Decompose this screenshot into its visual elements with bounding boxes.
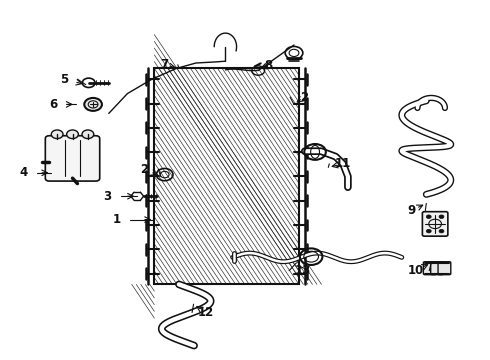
Circle shape [426,215,431,219]
Circle shape [439,229,444,233]
Text: 3: 3 [103,190,111,203]
FancyBboxPatch shape [422,212,448,236]
FancyBboxPatch shape [45,136,100,181]
Circle shape [82,130,94,139]
Circle shape [51,130,63,139]
FancyBboxPatch shape [423,262,436,275]
Text: 1: 1 [113,213,121,226]
Text: 4: 4 [20,166,27,179]
FancyBboxPatch shape [438,262,451,275]
Text: 2: 2 [300,91,308,104]
Text: 10: 10 [407,264,424,277]
Text: 9: 9 [408,204,416,217]
Text: 11: 11 [335,157,351,170]
Text: 2: 2 [141,163,148,176]
Text: 13: 13 [294,264,311,277]
Circle shape [439,215,444,219]
Polygon shape [154,68,299,284]
Circle shape [84,98,102,111]
Circle shape [67,130,78,139]
FancyBboxPatch shape [431,262,443,275]
Text: 8: 8 [265,59,272,72]
Text: 12: 12 [197,306,214,319]
Text: 6: 6 [49,98,57,111]
Text: 7: 7 [160,58,168,71]
Circle shape [426,229,431,233]
Text: 5: 5 [60,73,68,86]
